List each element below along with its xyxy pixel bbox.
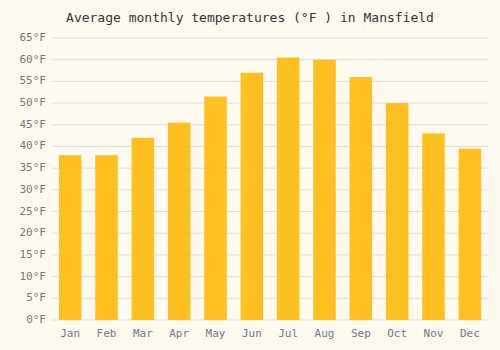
bar xyxy=(350,77,373,320)
bar xyxy=(95,155,118,320)
x-tick-label: Feb xyxy=(97,327,117,340)
y-tick-label: 65°F xyxy=(20,31,47,44)
x-tick-label: Jan xyxy=(60,327,80,340)
bar xyxy=(277,58,300,320)
bar xyxy=(132,138,155,320)
x-axis: Jan Feb Mar Apr May Jun Jul Aug Sep Oct Nov Dec xyxy=(60,327,480,340)
x-tick-label: Jun xyxy=(242,327,262,340)
bar xyxy=(204,97,227,320)
chart: 0°F 5°F 10°F 15°F 20°F 25°F 30°F 35°F 40°F 45°F 50… xyxy=(0,0,500,350)
bar xyxy=(386,103,409,320)
y-tick-label: 35°F xyxy=(20,161,47,174)
bar xyxy=(459,149,482,320)
bar xyxy=(59,155,82,320)
x-tick-label: Oct xyxy=(387,327,407,340)
grid-line xyxy=(52,59,488,60)
y-tick-label: 5°F xyxy=(26,291,46,304)
bar xyxy=(313,60,336,320)
x-tick-label: Aug xyxy=(315,327,335,340)
bar xyxy=(422,133,445,320)
y-tick-label: 50°F xyxy=(20,96,47,109)
grid-line xyxy=(52,38,488,39)
x-tick-label: May xyxy=(206,327,226,340)
y-tick-label: 10°F xyxy=(20,270,47,283)
title: Average monthly temperatures (°F ) in Ma… xyxy=(66,10,434,25)
grid-line xyxy=(52,81,488,82)
x-tick-label: Sep xyxy=(351,327,371,340)
y-tick-label: 15°F xyxy=(20,248,47,261)
y-tick-label: 20°F xyxy=(20,226,47,239)
grid-line xyxy=(52,124,488,125)
background xyxy=(0,0,500,350)
y-tick-label: 25°F xyxy=(20,205,47,218)
bar xyxy=(168,123,191,320)
x-tick-label: Nov xyxy=(424,327,444,340)
bars xyxy=(59,58,481,320)
y-tick-label: 45°F xyxy=(20,118,47,131)
x-tick-label: Jul xyxy=(278,327,298,340)
y-tick-label: 60°F xyxy=(20,53,47,66)
grid-line xyxy=(52,103,488,104)
y-axis: 0°F 5°F 10°F 15°F 20°F 25°F 30°F 35°F 40°F 45°F 50… xyxy=(20,31,489,326)
y-tick-label: 55°F xyxy=(20,74,47,87)
y-tick-label: 30°F xyxy=(20,183,47,196)
y-tick-label: 40°F xyxy=(20,139,47,152)
x-tick-label: Dec xyxy=(460,327,480,340)
y-tick-label: 0°F xyxy=(26,313,46,326)
x-tick-label: Mar xyxy=(133,327,153,340)
bar xyxy=(241,73,264,320)
x-tick-label: Apr xyxy=(169,327,189,340)
